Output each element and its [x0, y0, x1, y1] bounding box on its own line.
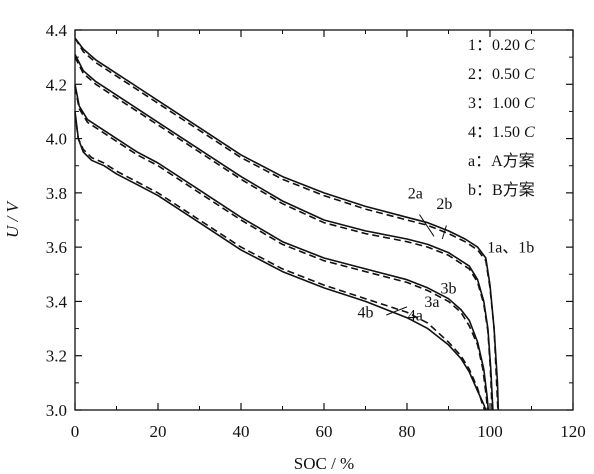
curve-1-50c-scheme-a: [74, 111, 487, 411]
legend-entry: 3：1.00 C: [468, 95, 535, 112]
x-tick-label: 60: [316, 422, 333, 441]
y-tick-label: 4.2: [46, 75, 67, 94]
x-tick-label: 40: [233, 422, 250, 441]
legend-entry: b：B方案: [468, 181, 535, 199]
legend-entry: 1：0.20 C: [468, 37, 535, 54]
y-tick-label: 3.0: [46, 401, 67, 420]
y-tick-label: 4.4: [46, 21, 68, 40]
curve-0-50c-scheme-b: [74, 56, 493, 411]
curve-annotation: 1a、1b: [487, 240, 534, 257]
curve-0-20c-scheme-a: [74, 37, 500, 411]
curve-annotation: 4a: [408, 307, 423, 324]
annotation-pointer: [386, 306, 408, 316]
curve-annotation: 2b: [436, 196, 452, 213]
x-tick-label: 0: [71, 422, 80, 441]
legend-entry: 4：1.50 C: [468, 124, 535, 141]
y-axis-label: U / V: [3, 199, 22, 238]
y-tick-label: 4.0: [46, 130, 67, 149]
annotation-pointer: [441, 225, 447, 240]
x-tick-label: 100: [477, 422, 503, 441]
curve-0-50c-scheme-a: [74, 54, 494, 411]
curve-annotation: 2a: [408, 185, 423, 202]
curve-0-20c-scheme-b: [74, 37, 499, 411]
axis-ticks: [74, 29, 574, 411]
y-tick-label: 3.2: [46, 347, 67, 366]
curve-1-00c-scheme-a: [74, 84, 490, 411]
curve-layer: [74, 37, 500, 411]
x-axis-label: SOC / %: [294, 454, 354, 473]
x-tick-label: 20: [150, 422, 167, 441]
y-tick-label: 3.6: [46, 238, 67, 257]
legend: 1：0.20 C 2：0.50 C 3：1.00 C 4：1.50 C a：A方案 b：B…: [468, 37, 535, 199]
x-tick-label: 120: [560, 422, 586, 441]
curve-1-00c-scheme-b: [74, 86, 489, 411]
curve-1-50c-scheme-b: [74, 113, 486, 411]
annotation-pointer: [419, 214, 435, 237]
curve-annotation: 4b: [358, 305, 374, 322]
curve-annotation: 3b: [441, 280, 457, 297]
x-tick-label: 80: [399, 422, 416, 441]
legend-entry: a：A方案: [468, 152, 535, 170]
legend-entry: 2：0.50 C: [468, 66, 535, 83]
y-tick-label: 3.4: [46, 292, 68, 311]
curve-annotation: 3a: [424, 294, 439, 311]
axis-tick-labels: 0 20 40 60 80 100 120 3.0 3.2 3.4 3.6 3.8 4.0 4.2 4.4: [46, 21, 586, 441]
y-tick-label: 3.8: [46, 184, 67, 203]
